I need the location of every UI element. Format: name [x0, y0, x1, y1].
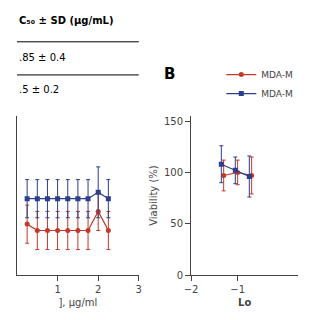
- svg-text:], μg/ml: ], μg/ml: [58, 297, 97, 308]
- svg-text:.85 ± 0.4: .85 ± 0.4: [19, 52, 66, 63]
- svg-text:C₅₀ ± SD (μg/mL): C₅₀ ± SD (μg/mL): [19, 15, 114, 26]
- svg-text:100: 100: [164, 167, 183, 178]
- svg-text:MDA-M: MDA-M: [261, 89, 293, 99]
- svg-text:150: 150: [164, 116, 183, 127]
- svg-text:50: 50: [170, 218, 183, 229]
- svg-text:Viability (%): Viability (%): [148, 165, 159, 226]
- svg-text:B: B: [164, 65, 175, 83]
- svg-text:−2: −2: [184, 284, 199, 295]
- svg-text:3: 3: [136, 284, 142, 295]
- svg-text:.5 ± 0.2: .5 ± 0.2: [19, 84, 59, 95]
- svg-text:1: 1: [54, 284, 60, 295]
- svg-text:−1: −1: [230, 284, 245, 295]
- svg-text:Lo: Lo: [238, 297, 251, 308]
- svg-text:MDA-M: MDA-M: [261, 70, 293, 80]
- svg-text:2: 2: [95, 284, 101, 295]
- svg-text:0: 0: [177, 270, 183, 281]
